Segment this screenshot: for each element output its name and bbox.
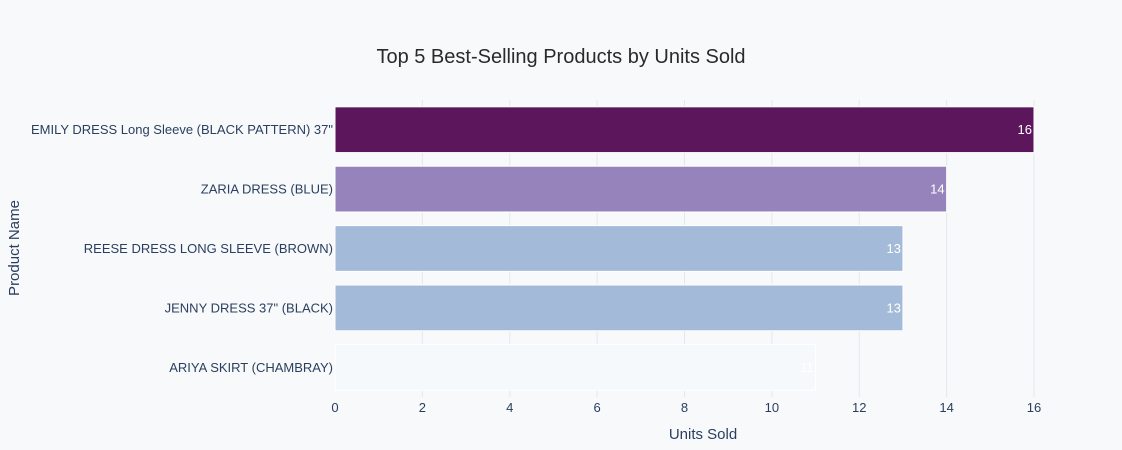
x-tick-labels: 0 2 4 6 8 10 12 14 16 [331, 400, 1041, 415]
x-tick-label: 16 [1027, 400, 1041, 415]
y-tick-label: ZARIA DRESS (BLUE) [201, 182, 333, 197]
bar-value-label: 11 [800, 360, 814, 375]
bar [334, 165, 948, 213]
x-tick-label: 10 [765, 400, 779, 415]
bar-value-label: 14 [930, 182, 944, 197]
x-tick-label: 2 [419, 400, 426, 415]
bar [334, 284, 904, 332]
x-tick-label: 8 [681, 400, 688, 415]
y-tick-label: JENNY DRESS 37" (BLACK) [165, 300, 333, 315]
bar [334, 106, 1035, 154]
x-tick-label: 6 [594, 400, 601, 415]
y-tick-label: REESE DRESS LONG SLEEVE (BROWN) [84, 241, 333, 256]
x-tick-label: 12 [852, 400, 866, 415]
bar-value-label: 13 [886, 300, 900, 315]
y-tick-label: ARIYA SKIRT (CHAMBRAY) [169, 360, 333, 375]
y-tick-labels: EMILY DRESS Long Sleeve (BLACK PATTERN) … [31, 122, 333, 375]
y-tick-label: EMILY DRESS Long Sleeve (BLACK PATTERN) … [31, 122, 333, 137]
bars: 16 14 13 13 11 [334, 106, 1035, 391]
y-axis-title: Product Name [6, 200, 23, 296]
bar [334, 225, 904, 272]
x-tick-label: 14 [939, 400, 953, 415]
chart-title: Top 5 Best-Selling Products by Units Sol… [376, 46, 745, 68]
bar-value-label: 13 [886, 241, 900, 256]
x-tick-label: 0 [331, 400, 338, 415]
bar [334, 343, 817, 391]
x-tick-label: 4 [506, 400, 513, 415]
x-axis-title: Units Sold [669, 426, 737, 443]
bar-value-label: 16 [1018, 122, 1032, 137]
